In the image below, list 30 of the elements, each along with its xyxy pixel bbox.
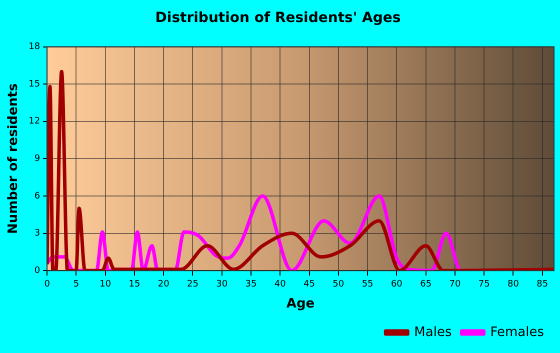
- x-tick-label: 40: [274, 279, 286, 290]
- x-tick-label: 15: [128, 279, 140, 290]
- x-tick-label: 85: [536, 279, 548, 290]
- y-tick-label: 3: [34, 228, 40, 239]
- x-tick-label: 70: [449, 279, 461, 290]
- x-tick-label: 10: [100, 279, 112, 290]
- x-tick-label: 25: [187, 279, 198, 290]
- x-tick-label: 80: [507, 279, 520, 290]
- y-tick-label: 15: [28, 79, 40, 90]
- x-tick-label: 20: [158, 279, 170, 290]
- x-axis-title: Age: [286, 296, 315, 312]
- x-tick-label: 50: [332, 279, 344, 290]
- y-tick-label: 0: [34, 266, 40, 276]
- legend-label: Females: [490, 324, 544, 340]
- x-tick-label: 45: [304, 279, 315, 290]
- y-tick-label: 6: [34, 191, 40, 202]
- y-tick-label: 12: [28, 116, 40, 127]
- x-tick-label: 30: [216, 279, 228, 290]
- y-tick-label: 9: [34, 154, 40, 164]
- x-tick-label: 65: [420, 279, 432, 290]
- x-tick-label: 35: [245, 279, 257, 290]
- x-tick-label: 5: [73, 279, 80, 290]
- y-axis-title: Number of residents: [6, 83, 22, 234]
- x-tick-label: 55: [362, 279, 374, 290]
- legend-label: Males: [414, 324, 452, 340]
- chart-title: Distribution of Residents' Ages: [155, 10, 401, 26]
- y-tick-label: 18: [28, 42, 40, 52]
- x-tick-label: 75: [478, 279, 490, 290]
- x-tick-label: 0: [44, 279, 50, 290]
- x-tick-label: 60: [390, 279, 403, 290]
